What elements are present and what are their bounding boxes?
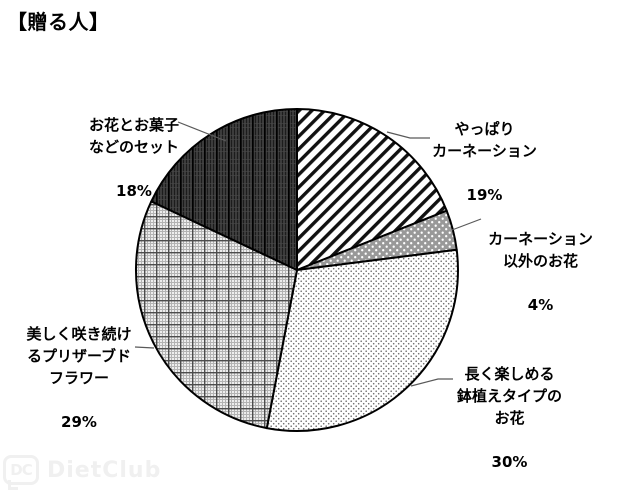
slice-label-preserved: 美しく咲き続け るプリザーブド フラワー 29% — [3, 301, 155, 455]
leader-line-potted — [410, 378, 453, 387]
watermark-text: DietClub — [47, 457, 162, 483]
pie-slice-2-white-with-small-dots — [265, 248, 459, 432]
slice-label-text: 長く楽しめる 鉢植えタイプの お花 — [456, 365, 562, 427]
slice-label-text: お花とお菓子 などのセット — [88, 116, 179, 156]
leader-line-other-flowers — [451, 218, 482, 231]
leader-line-carnation — [386, 131, 430, 139]
slice-label-pct: 19% — [466, 186, 503, 204]
slice-label-text: やっぱり カーネーション — [432, 120, 537, 160]
slice-label-carnation: やっぱり カーネーション 19% — [412, 96, 557, 228]
chart-title: 【贈る人】 — [7, 10, 110, 34]
pie-slice-0-diagonal-stripes — [296, 108, 448, 271]
dietclub-logo-icon: DC — [3, 455, 39, 490]
watermark: DC DietClub — [3, 455, 162, 490]
slice-label-flower-sweets-set: お花とお菓子 などのセット 18% — [60, 92, 208, 224]
slice-label-other-flowers: カーネーション 以外のお花 4% — [468, 206, 613, 338]
slice-label-pct: 30% — [491, 453, 528, 471]
slice-label-pct: 18% — [116, 182, 152, 200]
slice-label-pct: 4% — [527, 296, 554, 314]
slice-label-text: 美しく咲き続け るプリザーブド フラワー — [26, 325, 132, 387]
slice-label-potted: 長く楽しめる 鉢植えタイプの お花 30% — [437, 341, 582, 495]
slice-label-pct: 29% — [61, 413, 97, 431]
leader-line-flower-sweets-set — [177, 121, 227, 142]
pie-slice-4-dark-vertical-lines — [150, 108, 298, 271]
pie-slice-3-fine-plaid-grid — [134, 200, 298, 430]
slice-label-text: カーネーション 以外のお花 — [488, 230, 593, 270]
leader-line-preserved — [134, 346, 155, 349]
